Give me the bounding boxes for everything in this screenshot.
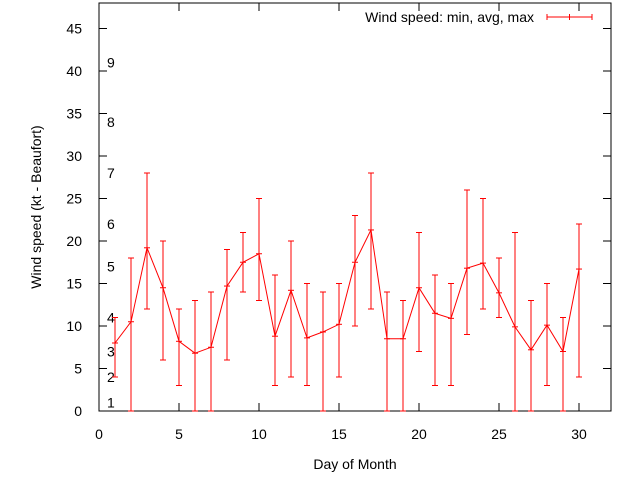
x-tick-label: 15	[331, 426, 347, 442]
y-tick-label: 15	[66, 276, 82, 292]
y-tick-label: 35	[66, 106, 82, 122]
x-tick-label: 30	[571, 426, 587, 442]
beaufort-label: 7	[107, 165, 115, 181]
beaufort-label: 3	[107, 344, 115, 360]
x-tick-label: 25	[491, 426, 507, 442]
y-axis-label: Wind speed (kt - Beaufort)	[28, 125, 44, 288]
y-tick-label: 30	[66, 148, 82, 164]
y-tick-label: 40	[66, 63, 82, 79]
series-layer	[112, 172, 582, 412]
beaufort-label: 9	[107, 55, 115, 71]
beaufort-label: 2	[107, 369, 115, 385]
x-axis-label: Day of Month	[313, 456, 396, 472]
legend: Wind speed: min, avg, max	[365, 9, 593, 25]
y-tick-label: 5	[74, 361, 82, 377]
beaufort-label: 1	[107, 395, 115, 411]
legend-label: Wind speed: min, avg, max	[365, 9, 534, 25]
beaufort-label: 4	[107, 310, 115, 326]
x-tick-label: 20	[411, 426, 427, 442]
y-tick-label: 0	[74, 403, 82, 419]
x-tick-label: 10	[251, 426, 267, 442]
y-tick-label: 20	[66, 233, 82, 249]
x-tick-label: 5	[175, 426, 183, 442]
x-tick-label: 0	[95, 426, 103, 442]
beaufort-label: 8	[107, 114, 115, 130]
y-tick-label: 45	[66, 21, 82, 37]
avg-wind-line	[114, 228, 580, 354]
beaufort-label: 6	[107, 216, 115, 232]
beaufort-scale: 1 2 3 4 5 6 7 8 9	[107, 55, 115, 411]
beaufort-label: 5	[107, 259, 115, 275]
y-tick-label: 10	[66, 318, 82, 334]
plot-frame	[98, 2, 612, 412]
y-tick-label: 25	[66, 191, 82, 207]
